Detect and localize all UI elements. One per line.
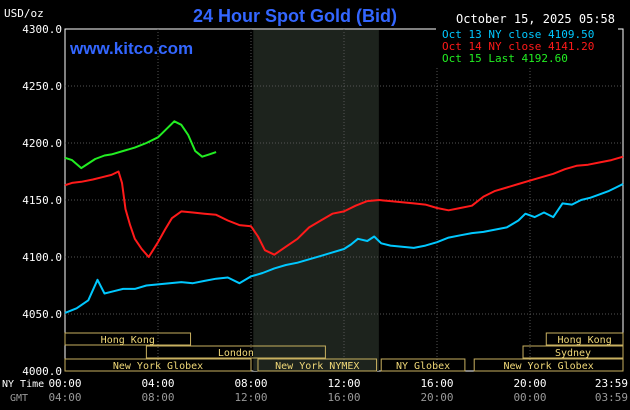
y-tick-label: 4100.0 bbox=[22, 251, 62, 264]
x-tick-label-gmt: 03:59 bbox=[595, 391, 628, 404]
x-tick-label-gmt: 16:00 bbox=[327, 391, 360, 404]
legend-item-oct15: Oct 15 Last 4192.60 bbox=[442, 52, 568, 65]
session-box bbox=[380, 358, 466, 372]
x-tick-label-ny: 12:00 bbox=[327, 377, 360, 390]
session-box bbox=[64, 332, 192, 346]
x-tick-label-ny: 08:00 bbox=[234, 377, 267, 390]
brand-watermark: www.kitco.com bbox=[69, 39, 193, 58]
x-tick-label-ny: 20:00 bbox=[513, 377, 546, 390]
x-tick-label-ny: 00:00 bbox=[48, 377, 81, 390]
session-label: London bbox=[218, 348, 254, 359]
chart-datetime: October 15, 2025 05:58 bbox=[456, 12, 615, 26]
y-tick-label: 4050.0 bbox=[22, 308, 62, 321]
session-label: New York Globex bbox=[113, 361, 203, 372]
legend-item-oct13: Oct 13 NY close 4109.50 bbox=[442, 28, 594, 41]
x-tick-label-ny: 23:59 bbox=[595, 377, 628, 390]
x-tick-label-gmt: 04:00 bbox=[48, 391, 81, 404]
x-tick-label-gmt: 20:00 bbox=[420, 391, 453, 404]
gmt-label: GMT bbox=[10, 393, 28, 404]
shaded-period bbox=[253, 30, 379, 371]
price-lines bbox=[64, 120, 624, 314]
y-tick-label: 4250.0 bbox=[22, 80, 62, 93]
y-tick-label: 4200.0 bbox=[22, 137, 62, 150]
x-axis-ticks: 00:0004:0004:0008:0008:0012:0012:0016:00… bbox=[48, 377, 628, 404]
session-label: New York NYMEX bbox=[275, 361, 359, 372]
session-box bbox=[473, 358, 624, 372]
y-axis-ticks: 4000.0 4050.0 4100.0 4150.0 4200.0 4250.0 4300… bbox=[22, 23, 62, 378]
series-line-3 bbox=[64, 120, 217, 170]
session-box bbox=[64, 358, 252, 372]
session-label: NY Globex bbox=[396, 361, 450, 372]
legend-item-oct14: Oct 14 NY close 4141.20 bbox=[442, 40, 594, 53]
series-line-1 bbox=[64, 183, 624, 314]
y-axis-unit: USD/oz bbox=[4, 7, 44, 20]
x-tick-label-ny: 04:00 bbox=[141, 377, 174, 390]
session-label: Hong Kong bbox=[558, 335, 612, 346]
chart-title: 24 Hour Spot Gold (Bid) bbox=[193, 6, 397, 26]
x-tick-label-gmt: 08:00 bbox=[141, 391, 174, 404]
session-box bbox=[545, 332, 624, 346]
ny-time-label: NY Time bbox=[2, 379, 44, 390]
x-tick-label-gmt: 12:00 bbox=[234, 391, 267, 404]
legend: Oct 13 NY close 4109.50 Oct 14 NY close … bbox=[436, 28, 618, 68]
y-tick-label: 4300.0 bbox=[22, 23, 62, 36]
session-label: New York Globex bbox=[503, 361, 593, 372]
y-tick-label: 4150.0 bbox=[22, 194, 62, 207]
session-box bbox=[522, 345, 624, 359]
session-box bbox=[145, 345, 326, 359]
grid-lines bbox=[65, 29, 623, 371]
y-tick-label: 4000.0 bbox=[22, 365, 62, 378]
session-label: Sydney bbox=[555, 348, 591, 359]
series-line-2 bbox=[64, 155, 624, 258]
session-box bbox=[257, 358, 378, 372]
session-labels: Hong Kong Hong Kong London Sydney New York G… bbox=[64, 332, 624, 372]
legend-box bbox=[436, 28, 618, 68]
x-tick-label-ny: 16:00 bbox=[420, 377, 453, 390]
session-label: Hong Kong bbox=[101, 335, 155, 346]
x-tick-label-gmt: 00:00 bbox=[513, 391, 546, 404]
